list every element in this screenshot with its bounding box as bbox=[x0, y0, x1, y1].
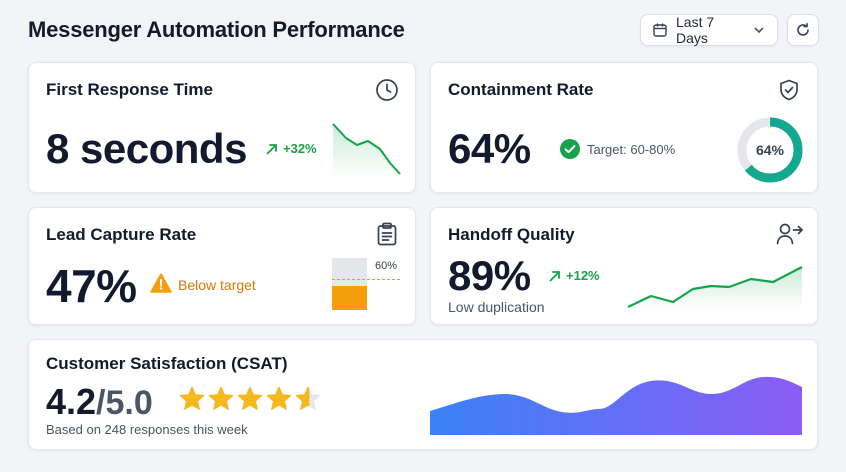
handoff-title: Handoff Quality bbox=[448, 225, 575, 244]
date-range-label: Last 7 Days bbox=[676, 14, 715, 46]
csat-score: 4.2 bbox=[46, 381, 97, 422]
first-response-title: First Response Time bbox=[46, 80, 213, 99]
handoff-card: Handoff Quality 89% +12% Low duplication bbox=[430, 207, 818, 325]
csat-stars bbox=[179, 386, 321, 411]
star-icon bbox=[237, 386, 263, 410]
refresh-icon bbox=[795, 22, 811, 38]
first-response-value: 8 seconds bbox=[46, 125, 247, 172]
check-circle-icon bbox=[560, 139, 580, 159]
gauge-target-label: 60% bbox=[375, 260, 398, 272]
containment-donut: 64% bbox=[737, 117, 803, 183]
gauge-fill bbox=[332, 285, 367, 310]
handoff-trend-label: +12% bbox=[566, 268, 600, 283]
calendar-icon bbox=[652, 22, 668, 38]
containment-value: 64% bbox=[448, 125, 531, 172]
csat-title: Customer Satisfaction (CSAT) bbox=[46, 354, 288, 373]
donut-arc bbox=[737, 117, 803, 183]
handoff-value: 89% bbox=[448, 252, 531, 299]
csat-score-row: 4.2 /5.0 bbox=[46, 381, 153, 423]
containment-card: Containment Rate 64% Target: 60-80% 64% bbox=[430, 62, 818, 193]
lead-capture-gauge bbox=[332, 258, 367, 310]
date-range-dropdown[interactable]: Last 7 Days bbox=[640, 14, 778, 46]
first-response-trend: +32% bbox=[265, 141, 317, 156]
trend-up-icon bbox=[548, 269, 562, 283]
star-icon bbox=[179, 386, 205, 410]
containment-target: Target: 60-80% bbox=[587, 142, 676, 157]
handoff-sparkline bbox=[627, 266, 803, 310]
first-response-trend-label: +32% bbox=[283, 141, 317, 156]
first-response-sparkline bbox=[332, 123, 401, 177]
warning-icon bbox=[150, 273, 172, 293]
clock-icon bbox=[375, 78, 399, 102]
csat-subtitle: Based on 248 responses this week bbox=[46, 422, 248, 437]
lead-capture-title: Lead Capture Rate bbox=[46, 225, 197, 244]
shield-check-icon bbox=[777, 78, 801, 102]
user-handoff-icon bbox=[776, 222, 804, 246]
lead-capture-value: 47% bbox=[46, 260, 137, 312]
star-icon bbox=[266, 386, 292, 410]
containment-title: Containment Rate bbox=[448, 80, 594, 99]
handoff-subtitle: Low duplication bbox=[448, 299, 545, 315]
gauge-target-line bbox=[332, 278, 400, 280]
clipboard-icon bbox=[376, 222, 398, 246]
donut-label: 64% bbox=[755, 142, 785, 158]
star-icon bbox=[295, 386, 321, 410]
refresh-button[interactable] bbox=[787, 14, 819, 46]
page-title: Messenger Automation Performance bbox=[28, 17, 405, 42]
first-response-card: First Response Time 8 seconds +32% bbox=[28, 62, 416, 193]
csat-card: Customer Satisfaction (CSAT) 4.2 /5.0 Ba… bbox=[28, 339, 818, 450]
chevron-down-icon bbox=[753, 24, 765, 36]
star-icon bbox=[208, 386, 234, 410]
trend-up-icon bbox=[265, 142, 279, 156]
handoff-trend: +12% bbox=[548, 268, 600, 283]
lead-capture-card: Lead Capture Rate 47% Below target 60% bbox=[28, 207, 416, 325]
csat-wave-chart bbox=[430, 376, 802, 435]
csat-out-of: /5.0 bbox=[96, 384, 153, 422]
lead-capture-warning: Below target bbox=[178, 277, 256, 293]
